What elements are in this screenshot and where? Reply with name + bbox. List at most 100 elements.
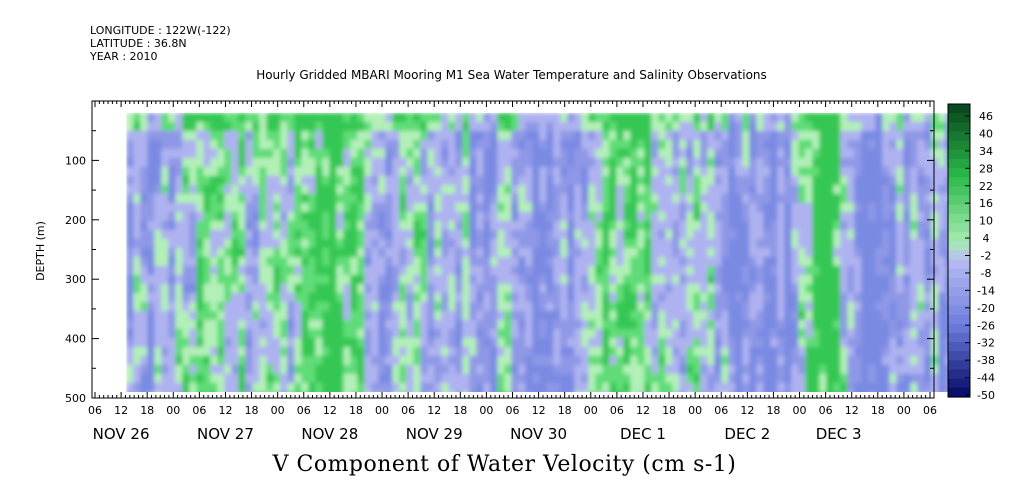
heatmap-cell — [231, 202, 240, 213]
x-tick-label: 00 — [897, 404, 911, 417]
heatmap-cell — [791, 337, 800, 348]
heatmap-cell — [455, 382, 464, 393]
heatmap-cell — [203, 382, 212, 393]
heatmap-cell — [161, 301, 170, 312]
heatmap-cell — [707, 382, 716, 393]
heatmap-cell — [133, 112, 142, 123]
heatmap-cell — [329, 373, 338, 384]
heatmap-cell — [455, 301, 464, 312]
heatmap-cell — [777, 364, 786, 375]
heatmap-cell — [441, 265, 450, 276]
heatmap-cell — [532, 229, 541, 240]
heatmap-cell — [637, 229, 646, 240]
heatmap-cell — [455, 121, 464, 132]
heatmap-cell — [161, 211, 170, 222]
heatmap-cell — [161, 238, 170, 249]
heatmap-cell — [294, 346, 303, 357]
heatmap-cell — [882, 256, 891, 267]
heatmap-cell — [819, 166, 828, 177]
heatmap-cell — [252, 130, 261, 141]
heatmap-cell — [623, 112, 632, 123]
heatmap-cell — [161, 139, 170, 150]
heatmap-cell — [805, 337, 814, 348]
heatmap-cell — [672, 166, 681, 177]
heatmap-cell — [826, 256, 835, 267]
heatmap-cell — [658, 274, 667, 285]
heatmap-cell — [742, 193, 751, 204]
colorbar-band — [948, 287, 970, 297]
heatmap-cell — [434, 265, 443, 276]
heatmap-cell — [448, 319, 457, 330]
heatmap-cell — [735, 121, 744, 132]
heatmap-cell — [322, 166, 331, 177]
heatmap-cell — [840, 247, 849, 258]
heatmap-cell — [168, 364, 177, 375]
heatmap-cell — [511, 247, 520, 258]
heatmap-cell — [133, 238, 142, 249]
heatmap-cell — [756, 301, 765, 312]
heatmap-cell — [357, 193, 366, 204]
heatmap-cell — [798, 364, 807, 375]
heatmap-cell — [721, 220, 730, 231]
heatmap-cell — [490, 229, 499, 240]
heatmap-cell — [910, 355, 919, 366]
heatmap-cell — [686, 220, 695, 231]
heatmap-cell — [196, 364, 205, 375]
heatmap-cell — [280, 373, 289, 384]
heatmap-cell — [735, 229, 744, 240]
heatmap-cell — [917, 301, 926, 312]
heatmap-cell — [182, 382, 191, 393]
heatmap-cell — [938, 121, 947, 132]
heatmap-cell — [217, 355, 226, 366]
heatmap-cell — [273, 193, 282, 204]
heatmap-cell — [693, 337, 702, 348]
heatmap-cell — [392, 238, 401, 249]
heatmap-cell — [679, 256, 688, 267]
heatmap-cell — [553, 157, 562, 168]
heatmap-cell — [819, 247, 828, 258]
heatmap-cell — [798, 382, 807, 393]
heatmap-cell — [770, 373, 779, 384]
heatmap-cell — [497, 364, 506, 375]
heatmap-cell — [917, 292, 926, 303]
heatmap-cell — [917, 139, 926, 150]
heatmap-cell — [539, 193, 548, 204]
heatmap-cell — [399, 175, 408, 186]
heatmap-cell — [833, 157, 842, 168]
heatmap-cell — [231, 283, 240, 294]
heatmap-cell — [231, 166, 240, 177]
heatmap-cell — [490, 166, 499, 177]
heatmap-cell — [371, 328, 380, 339]
heatmap-cell — [224, 166, 233, 177]
heatmap-cell — [882, 211, 891, 222]
heatmap-cell — [602, 337, 611, 348]
heatmap-cell — [329, 337, 338, 348]
heatmap-cell — [616, 346, 625, 357]
heatmap-cell — [588, 382, 597, 393]
heatmap-cell — [462, 310, 471, 321]
heatmap-cell — [518, 157, 527, 168]
heatmap-cell — [245, 373, 254, 384]
heatmap-cell — [196, 184, 205, 195]
heatmap-cell — [721, 193, 730, 204]
heatmap-cell — [784, 256, 793, 267]
heatmap-cell — [910, 364, 919, 375]
heatmap-cell — [168, 301, 177, 312]
heatmap-cell — [847, 247, 856, 258]
heatmap-cell — [861, 256, 870, 267]
heatmap-cell — [574, 319, 583, 330]
heatmap-cell — [301, 238, 310, 249]
heatmap-cell — [616, 328, 625, 339]
heatmap-cell — [350, 247, 359, 258]
heatmap-cell — [203, 301, 212, 312]
heatmap-cell — [161, 274, 170, 285]
heatmap-cell — [392, 310, 401, 321]
heatmap-cell — [301, 337, 310, 348]
heatmap-cell — [560, 238, 569, 249]
heatmap-cell — [497, 220, 506, 231]
heatmap-cell — [385, 283, 394, 294]
heatmap-cell — [791, 157, 800, 168]
heatmap-cell — [343, 247, 352, 258]
heatmap-cell — [462, 166, 471, 177]
heatmap-cell — [805, 274, 814, 285]
